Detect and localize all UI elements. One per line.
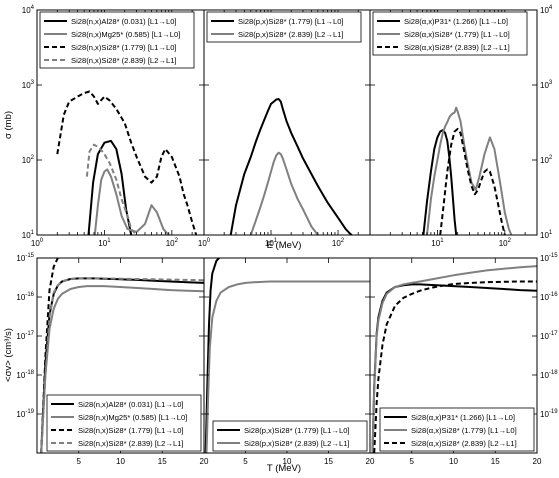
x-tick-label: 15 [491,457,500,466]
y-tick-label: 10-15 [16,253,34,263]
series-line-4 [85,143,138,235]
legend: Si28(α,x)P31* (1.266) [L1→L0] Si28(α,x)Si… [379,407,535,452]
series-group [371,265,537,453]
y-tick-label: 104 [22,5,35,15]
y-tick-label: 10-17 [540,331,558,341]
legend-label: Si28(n,x)Si28* (2.839) [L2→L1] [71,56,177,65]
y-tick-label: 102 [22,155,35,165]
y-tick-label: 102 [540,155,553,165]
y-tick-label: 10-16 [540,292,558,302]
legend-label: Si28(α,x)Si28* (1.779) [L1→L0] [404,30,510,39]
series-group [204,258,370,453]
x-tick-label: 102 [499,238,512,248]
series-group [56,90,198,235]
bottom-ylabel: <σv> (cm³/s) [3,328,14,382]
x-tick-label: 10 [449,457,458,466]
legend: Si28(α,x)P31* (1.266) [L1→L0] Si28(α,x)Si… [372,11,528,56]
legend-label: Si28(n,x)Al28* (0.031) [L1→L0] [78,400,184,409]
x-tick-label: 101 [265,238,278,248]
x-tick-label: 5 [77,457,82,466]
x-tick-label: 10 [116,457,125,466]
legend-label: Si28(n,x)Si28* (2.839) [L2→L1] [78,439,184,448]
legend-label: Si28(α,x)Si28* (2.839) [L2→L1] [404,43,510,52]
x-tick-label: 15 [324,457,333,466]
series-line-1 [87,139,133,235]
x-tick-label: 20 [200,457,209,466]
tick-marks [36,9,205,236]
series-line-3 [56,90,198,235]
top-xlabel: E (MeV) [267,240,302,251]
y-tick-label: 103 [22,80,35,90]
legend-label: Si28(α,x)Si28* (1.779) [L1→L0] [411,426,517,435]
y-tick-label: 10-19 [16,409,34,419]
series-line-2 [249,151,319,235]
x-tick-label: 20 [533,457,542,466]
x-tick-label: 100 [198,238,211,248]
y-tick-label: 101 [22,230,35,240]
y-tick-label: 101 [540,230,553,240]
x-tick-label: 102 [332,238,345,248]
legend-box [206,11,362,43]
series-group [422,106,513,235]
legend-label: Si28(α,x)Si28* (2.839) [L2→L1] [411,439,517,448]
legend: Si28(n,x)Al28* (0.031) [L1→L0] Si28(n,x)M… [46,394,202,452]
legend-label: Si28(α,x)P31* (1.266) [L1→L0] [411,413,515,422]
plot-frame [369,9,538,236]
y-tick-label: 104 [540,5,553,15]
series-line-2 [93,168,170,235]
y-tick-label: 10-15 [540,253,558,263]
series-line-2 [371,265,537,453]
panel-bottom-left: 5 10 15 20 10-19 10-18 10-17 10-16 10-15 Si28(n,x… [16,253,209,466]
y-tick-label: 10-18 [540,370,558,380]
legend-label: Si28(n,x)Mg25* (0.585) [L1→L0] [78,413,187,422]
legend: Si28(p,x)Si28* (1.779) [L1→L0] Si28(p,x)S… [212,420,368,452]
series-line-1 [204,258,221,453]
x-tick-label: 100 [31,238,44,248]
legend-label: Si28(n,x)Si28* (1.779) [L1→L0] [71,43,177,52]
x-tick-label: 101 [431,238,444,248]
legend-label: Si28(n,x)Al28* (0.031) [L1→L0] [71,17,177,26]
series-line-4 [40,277,204,453]
y-tick-label: 10-18 [16,370,34,380]
x-tick-label: 10 [283,457,292,466]
series-group [40,258,204,453]
series-line-3 [40,258,60,453]
y-tick-label: 10-16 [16,292,34,302]
legend: Si28(p,x)Si28* (1.779) [L1→L0] Si28(p,x)S… [206,11,362,43]
legend-label: Si28(p,x)Si28* (2.839) [L2→L1] [238,30,344,39]
series-line-2 [426,106,513,235]
y-tick-label: 103 [540,80,553,90]
panel-bottom-right: 5 10 15 20 10-19 10-18 10-17 10-16 10-15 Si28(α,x… [369,253,558,466]
x-tick-label: 15 [158,457,167,466]
legend-label: Si28(n,x)Si28* (1.779) [L1→L0] [78,426,184,435]
series-line-3 [373,280,537,453]
series-line-3 [439,127,506,235]
x-tick-label: 101 [98,238,111,248]
series-group [229,98,353,235]
series-line-2 [205,280,370,453]
legend-label: Si28(α,x)P31* (1.266) [L1→L0] [404,17,508,26]
series-line-2 [40,285,204,453]
y-tick-label: 10-17 [16,331,34,341]
bottom-xlabel: T (MeV) [267,463,301,474]
legend-label: Si28(p,x)Si28* (1.779) [L1→L0] [244,426,350,435]
y-tick-label: 10-19 [540,409,558,419]
legend-label: Si28(n,x)Mg25* (0.585) [L1→L0] [71,30,180,39]
legend-box [212,420,368,452]
panel-top-right: 101 102 101 102 103 104 Si28(α,x)P31* (1.266) … [369,5,553,248]
series-line-1 [229,98,353,235]
x-tick-label: 102 [166,238,179,248]
legend-label: Si28(p,x)Si28* (2.839) [L2→L1] [244,439,350,448]
top-ylabel: σ (mb) [3,111,14,139]
legend-label: Si28(p,x)Si28* (1.779) [L1→L0] [238,17,344,26]
x-tick-label: 5 [243,457,248,466]
x-tick-label: 5 [410,457,415,466]
x-tick-label: 20 [366,457,375,466]
legend: Si28(n,x)Al28* (0.031) [L1→L0] Si28(n,x)M… [39,11,195,69]
